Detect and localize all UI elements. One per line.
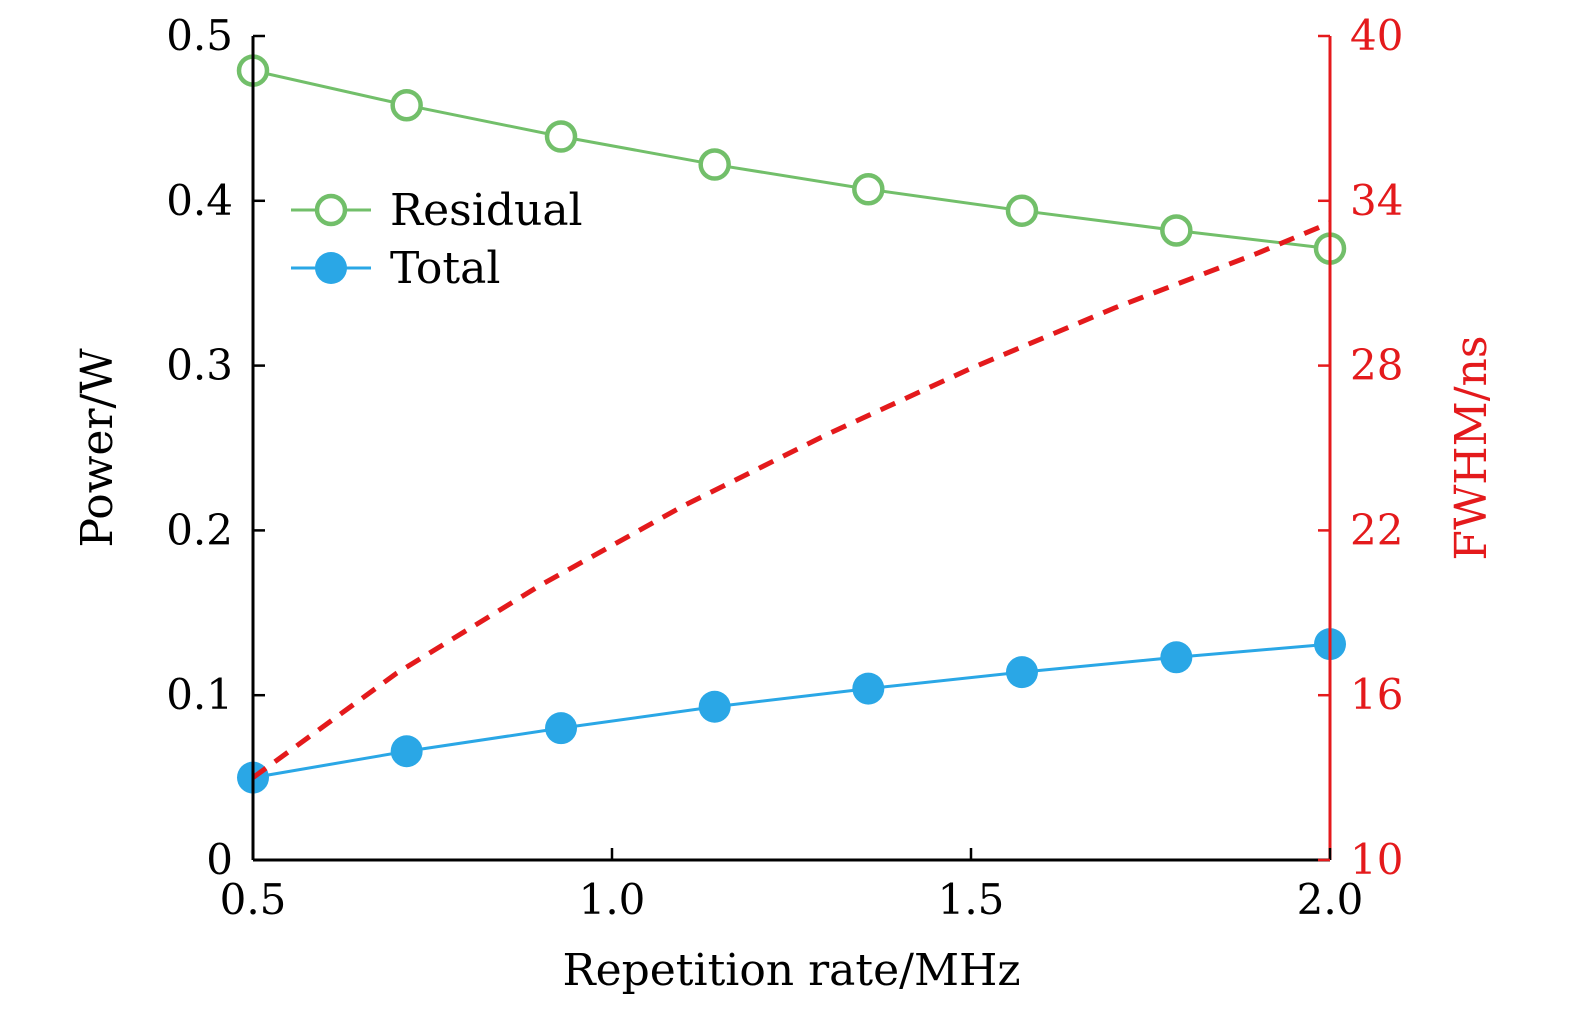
legend: Residual Total (291, 185, 583, 294)
series-fwhm (251, 220, 1331, 780)
y2-tick-label: 34 (1350, 176, 1403, 225)
y-tick-label: 0.4 (166, 176, 233, 225)
axes: 0.5 1.0 1.5 2.0 0 0.1 0.2 0.3 0.4 0.5 10 16 22 28 34 40… (72, 11, 1497, 996)
x-axis-title: Repetition rate/MHz (562, 945, 1020, 996)
x-tick-label: 2.0 (1297, 875, 1364, 924)
residual-point (1160, 214, 1193, 247)
residual-point (544, 120, 578, 153)
x-tick-label: 1.0 (579, 875, 646, 924)
total-point (1005, 656, 1038, 689)
y-tick-label: 0.2 (166, 505, 233, 554)
legend-label: Total (390, 243, 500, 294)
y-axis-title: Power/W (72, 348, 123, 548)
x-tick-label: 0.5 (220, 875, 287, 924)
y2-tick-label: 40 (1350, 11, 1403, 60)
legend-label: Residual (390, 185, 583, 236)
total-line (252, 642, 1331, 780)
y-tick-label: 0.3 (166, 341, 233, 390)
y2-tick-label: 16 (1350, 670, 1403, 719)
residual-point (852, 173, 885, 206)
y2-tick-label: 28 (1350, 341, 1403, 390)
legend-item-residual: Residual (291, 185, 583, 236)
total-point (390, 735, 423, 768)
total-point (545, 712, 578, 745)
residual-point (390, 88, 423, 122)
plot-area (236, 54, 1347, 794)
legend-marker (315, 252, 347, 284)
y2-axis-title: FWHM/ns (1446, 336, 1497, 561)
total-point (698, 690, 731, 723)
total-point (1160, 641, 1193, 674)
legend-marker (314, 193, 348, 227)
x-tick-label: 1.5 (938, 875, 1005, 924)
fwhm-dashed-line (251, 220, 1331, 780)
residual-point (1005, 194, 1039, 227)
y2-tick-label: 22 (1350, 505, 1403, 554)
series-total (237, 628, 1346, 794)
residual-point (698, 148, 731, 181)
legend-item-total: Total (291, 243, 500, 294)
y-tick-label: 0.5 (166, 11, 233, 60)
y-tick-label: 0.1 (166, 670, 233, 719)
total-point (852, 672, 885, 705)
y-tick-label: 0 (206, 835, 233, 884)
residual-line (252, 69, 1331, 251)
y2-tick-label: 10 (1350, 835, 1403, 884)
